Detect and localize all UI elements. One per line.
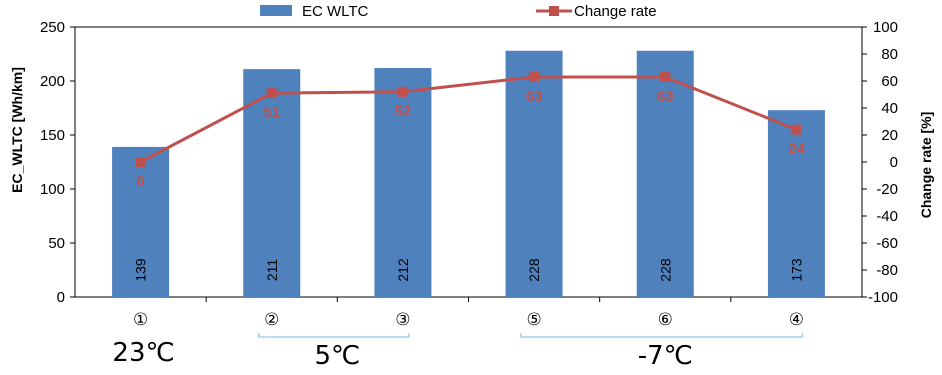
bar-value-label: 173	[788, 258, 804, 282]
bar-value-label: 139	[133, 258, 149, 282]
bar	[505, 50, 563, 298]
bar	[636, 50, 694, 298]
change-rate-value-label: 52	[395, 103, 412, 120]
bar	[243, 69, 301, 298]
legend-line-label: Change rate	[574, 3, 657, 20]
legend-bar-swatch	[260, 5, 292, 16]
plot-frame	[74, 26, 863, 298]
y-axis-right-title: Change rate [%]	[918, 112, 934, 219]
y-right-tick-label: -40	[876, 208, 898, 225]
temperature-group-label: 5℃	[314, 341, 360, 371]
bar-series	[112, 50, 825, 298]
change-rate-line	[139, 75, 797, 164]
bar	[767, 110, 825, 297]
group-bracket	[258, 333, 410, 338]
x-category-label: ①	[133, 310, 148, 330]
legend-bar-label: EC WLTC	[302, 3, 369, 20]
x-category-label: ④	[789, 310, 804, 330]
x-category-label: ⑥	[658, 310, 673, 330]
y-left-tick-label: 0	[57, 289, 65, 306]
y-left-tick-label: 150	[40, 127, 65, 144]
temperature-groups: 23℃ 5℃ -7℃	[112, 333, 804, 371]
bar-value-label: 211	[264, 259, 280, 282]
change-rate-data-labels: 0 51 52 63 63 24	[136, 88, 805, 190]
change-rate-value-label: 63	[657, 88, 674, 105]
bar-data-labels: 139 211 212 228 228 173	[133, 258, 805, 282]
y-left-tick-label: 200	[40, 73, 65, 90]
temperature-group-label: -7℃	[638, 341, 693, 371]
y-axis-right: -100 -80 -60 -40 -20 0 20 40 60 80 100	[862, 19, 898, 306]
y-right-tick-label: -20	[876, 181, 898, 198]
y-left-tick-label: 100	[40, 181, 65, 198]
legend: EC WLTC Change rate	[260, 3, 657, 20]
change-rate-marker	[266, 88, 277, 99]
x-axis: ① ② ③ ⑤ ⑥ ④	[133, 310, 804, 330]
x-category-label: ⑤	[526, 310, 541, 330]
change-rate-marker	[660, 71, 671, 82]
change-rate-marker	[791, 124, 802, 135]
bar-value-label: 212	[395, 258, 411, 282]
change-rate-marker	[397, 86, 408, 97]
bar-value-label: 228	[657, 258, 673, 282]
x-category-label: ②	[264, 310, 279, 330]
y-left-tick-label: 250	[40, 19, 65, 36]
y-right-tick-label: -80	[876, 262, 898, 279]
bar-value-label: 228	[526, 258, 542, 282]
change-rate-series	[135, 71, 802, 167]
y-right-tick-label: -100	[868, 289, 898, 306]
x-category-label: ③	[395, 310, 410, 330]
y-right-tick-label: 20	[881, 127, 898, 144]
y-right-tick-label: 0	[890, 154, 898, 171]
change-rate-value-label: 24	[788, 141, 805, 158]
y-axis-left-title: EC_WLTC [Wh/km]	[9, 67, 25, 193]
legend-line-marker	[549, 6, 559, 16]
y-right-tick-label: 100	[873, 19, 898, 36]
y-left-tick-label: 50	[48, 235, 65, 252]
bar	[112, 146, 170, 297]
y-right-tick-label: 40	[881, 100, 898, 117]
y-right-tick-label: 60	[881, 73, 898, 90]
change-rate-marker	[135, 157, 146, 167]
change-rate-value-label: 51	[263, 104, 280, 121]
change-rate-value-label: 0	[136, 173, 144, 190]
y-right-tick-label: 80	[881, 46, 898, 63]
svg-text:EC_WLTC [Wh/km]: EC_WLTC [Wh/km]	[9, 67, 25, 193]
svg-text:Change rate [%]: Change rate [%]	[918, 112, 934, 219]
y-right-tick-label: -60	[876, 235, 898, 252]
y-axis-left: 0 50 100 150 200 250	[40, 19, 732, 306]
temperature-group-label: 23℃	[112, 338, 174, 368]
group-bracket	[520, 333, 804, 338]
change-rate-marker	[529, 71, 540, 82]
change-rate-value-label: 63	[526, 88, 543, 105]
bar	[374, 68, 432, 297]
